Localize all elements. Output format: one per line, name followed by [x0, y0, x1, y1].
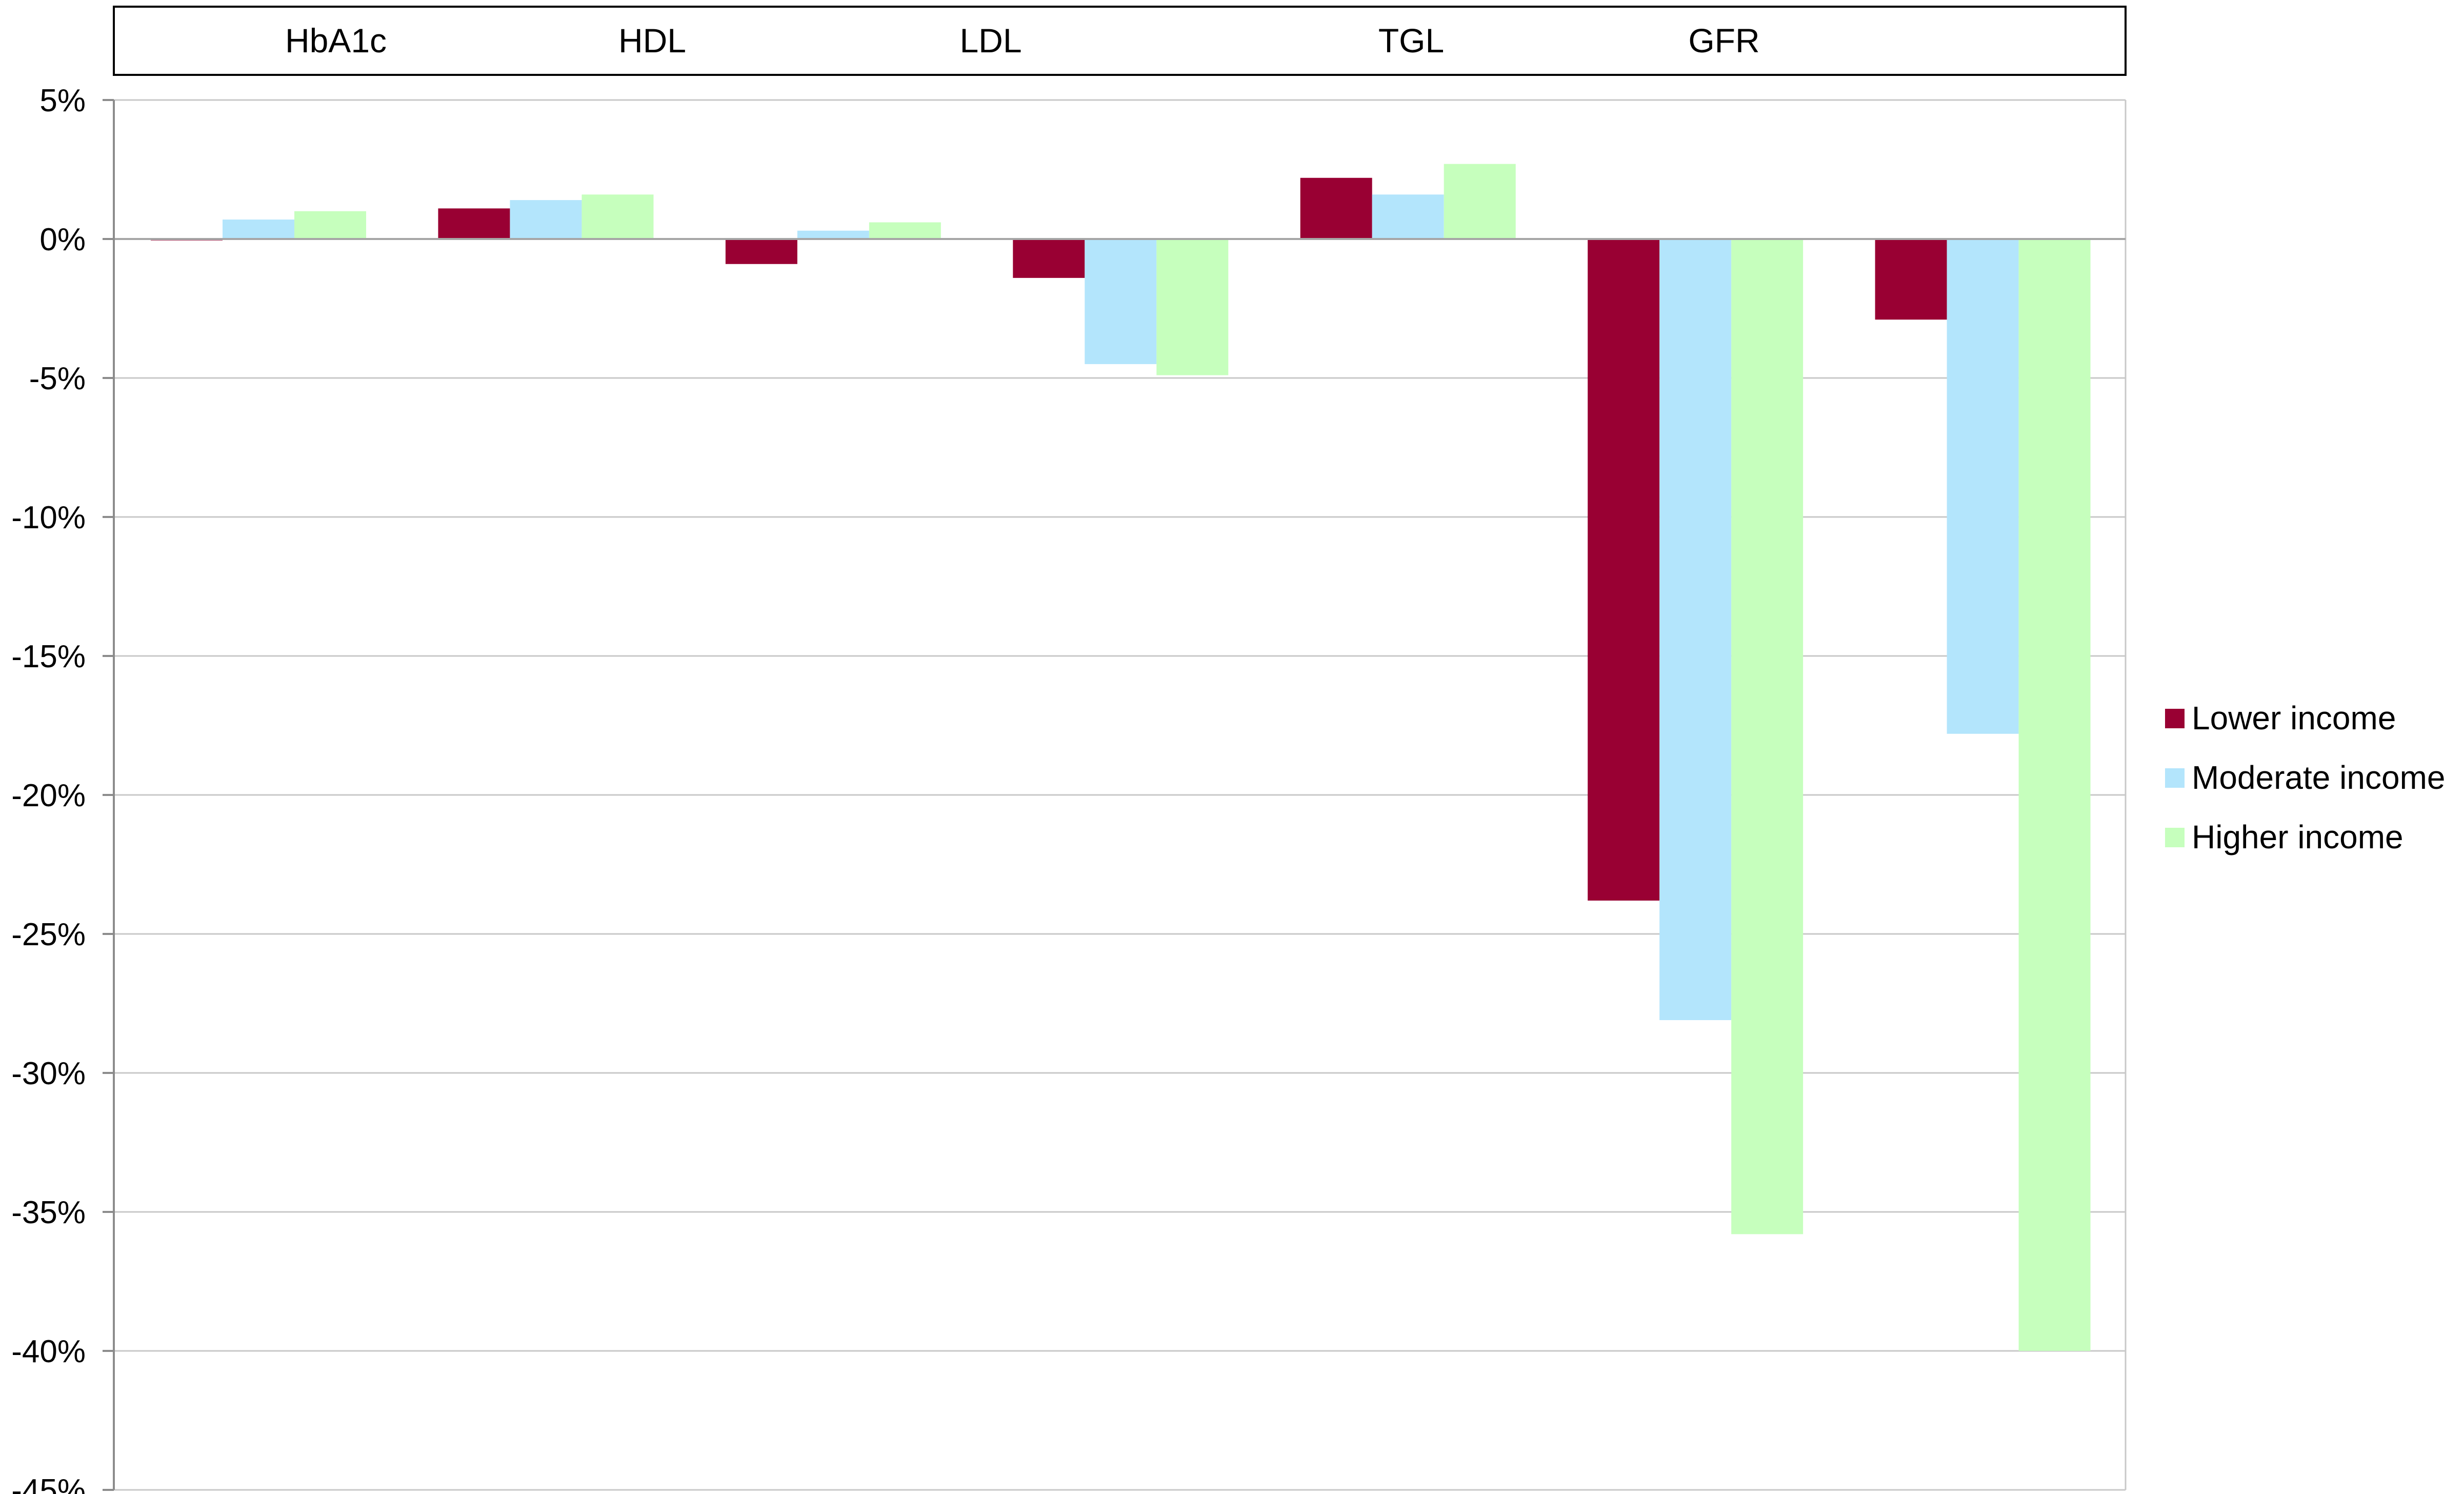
bar — [1013, 239, 1085, 278]
bar — [1947, 239, 2019, 734]
bar — [1659, 239, 1732, 1021]
y-tick-label: -30% — [11, 1056, 86, 1091]
bar — [582, 194, 654, 239]
bar — [1588, 239, 1660, 901]
y-tick-label: -40% — [11, 1334, 86, 1369]
legend-swatch — [2165, 768, 2185, 788]
legend-label: Moderate income — [2192, 759, 2445, 796]
header-label: HDL — [618, 22, 686, 59]
bar — [1300, 177, 1372, 239]
y-tick-label: -5% — [29, 361, 86, 396]
bar — [797, 230, 869, 239]
legend-label: Lower income — [2192, 700, 2396, 736]
legend-label: Higher income — [2192, 819, 2403, 855]
y-tick-labels: 5% 0% -5% -10% -15% -20% -25% -30% -35% -40% -45% — [11, 83, 86, 1494]
header-label: TGL — [1378, 22, 1444, 59]
legend-swatch — [2165, 709, 2185, 728]
bar — [1156, 239, 1229, 375]
y-axis — [103, 99, 115, 1491]
y-tick-label: -35% — [11, 1195, 86, 1230]
legend: Lower income Moderate income Higher income — [2165, 700, 2445, 855]
category-header: HbA1c HDL LDL TGL GFR — [113, 6, 2127, 76]
bar — [1444, 164, 1516, 239]
bar — [294, 211, 366, 239]
bar — [1372, 194, 1444, 239]
bar — [1731, 239, 1804, 1234]
bar — [2018, 239, 2091, 1351]
bar — [510, 200, 582, 239]
y-tick-label: 5% — [39, 83, 86, 118]
bar — [725, 239, 797, 264]
y-tick-label: 0% — [39, 222, 86, 257]
y-tick-label: -25% — [11, 917, 86, 952]
y-tick-label: -45% — [11, 1473, 86, 1494]
gridlines — [114, 99, 2127, 1491]
bar — [1875, 239, 1947, 320]
bar — [1085, 239, 1157, 364]
y-tick-label: -10% — [11, 500, 86, 535]
bar — [869, 222, 941, 239]
header-label: GFR — [1688, 22, 1759, 59]
y-tick-label: -15% — [11, 639, 86, 674]
bar — [223, 220, 294, 239]
legend-swatch — [2165, 828, 2185, 847]
bar — [438, 208, 510, 239]
y-tick-label: -20% — [11, 778, 86, 813]
bars — [151, 164, 2091, 1351]
header-label: LDL — [959, 22, 1021, 59]
header-box — [113, 6, 2127, 76]
header-label: HbA1c — [285, 22, 387, 59]
